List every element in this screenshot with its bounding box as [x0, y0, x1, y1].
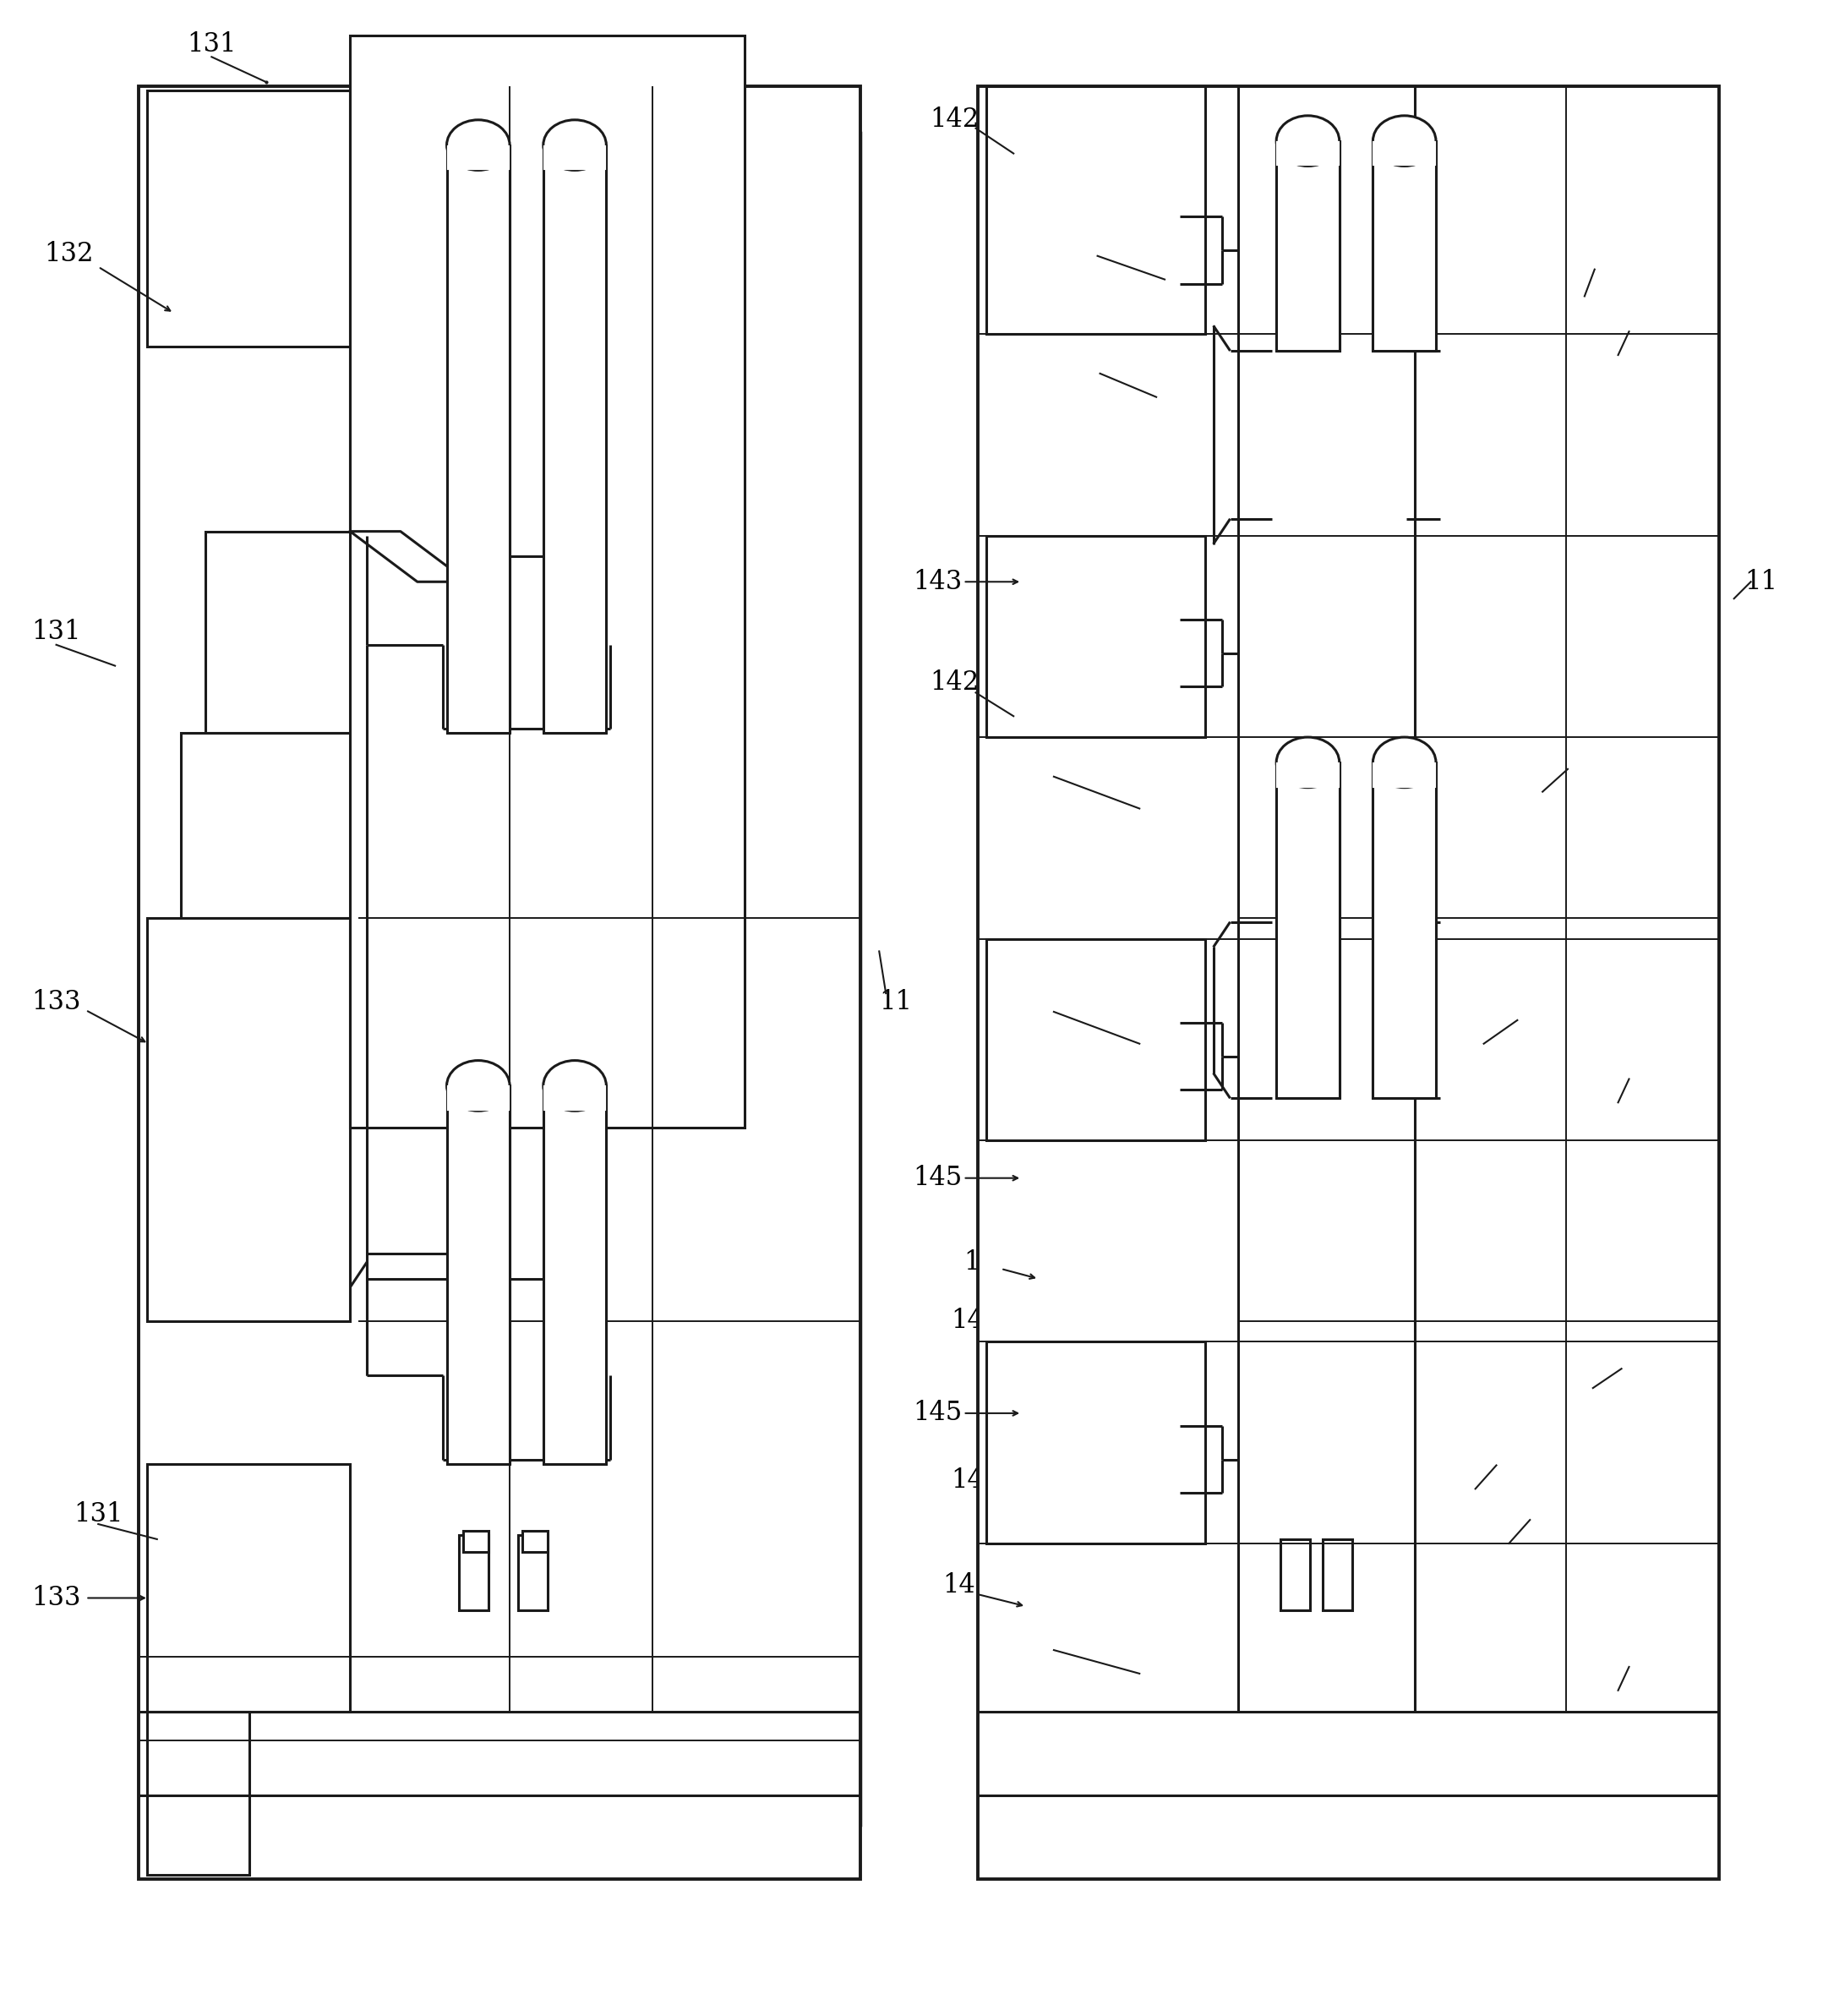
- Text: 142: 142: [930, 669, 979, 696]
- Bar: [986, 939, 1205, 1141]
- Bar: [543, 1087, 607, 1464]
- Bar: [1373, 762, 1437, 788]
- Text: 133: 133: [31, 1585, 80, 1611]
- Text: 31: 31: [1619, 1643, 1652, 1669]
- Bar: [1276, 141, 1340, 165]
- Bar: [986, 536, 1205, 738]
- Bar: [1373, 141, 1437, 351]
- Text: 41: 41: [1584, 685, 1617, 712]
- Text: 142: 142: [952, 1468, 1001, 1494]
- Text: 132: 132: [44, 242, 93, 268]
- Bar: [518, 1534, 547, 1611]
- Text: 112: 112: [501, 1413, 551, 1439]
- Text: 141: 141: [1061, 704, 1110, 730]
- Bar: [350, 36, 746, 1127]
- Bar: [148, 1712, 250, 1875]
- Text: 33: 33: [1506, 998, 1539, 1024]
- Bar: [1276, 762, 1340, 788]
- Bar: [206, 532, 485, 734]
- Text: 131: 131: [31, 619, 80, 645]
- Text: 111: 111: [1477, 1441, 1526, 1468]
- Text: 31: 31: [720, 1115, 753, 1141]
- Bar: [148, 91, 350, 347]
- Ellipse shape: [543, 1060, 607, 1111]
- Text: 145: 145: [913, 1165, 963, 1191]
- Bar: [543, 1087, 607, 1111]
- Text: 41: 41: [1584, 1290, 1617, 1316]
- Text: 81: 81: [1026, 988, 1059, 1014]
- Text: 133: 133: [31, 988, 80, 1014]
- Text: 141: 141: [1065, 351, 1114, 377]
- Bar: [447, 1087, 510, 1464]
- Ellipse shape: [543, 119, 607, 169]
- Bar: [543, 145, 607, 169]
- Bar: [986, 87, 1205, 335]
- Bar: [1373, 762, 1437, 1099]
- Bar: [979, 87, 1719, 1879]
- Text: 111: 111: [578, 611, 627, 637]
- Text: 41: 41: [1584, 998, 1617, 1024]
- Text: 142: 142: [942, 1572, 992, 1599]
- Polygon shape: [350, 532, 469, 583]
- Bar: [1276, 141, 1340, 351]
- Bar: [986, 1343, 1205, 1544]
- Text: 112: 112: [543, 1363, 592, 1389]
- Text: 81: 81: [1072, 232, 1105, 258]
- Text: 112: 112: [1509, 1496, 1559, 1522]
- Ellipse shape: [1276, 115, 1340, 165]
- Bar: [463, 1530, 489, 1552]
- Bar: [447, 145, 510, 734]
- Text: 81: 81: [1026, 754, 1059, 780]
- Text: 41: 41: [527, 1472, 560, 1498]
- Text: Fig. 3: Fig. 3: [702, 1744, 804, 1780]
- Text: 131: 131: [188, 30, 237, 56]
- Text: 506: 506: [578, 1417, 627, 1443]
- Bar: [139, 133, 860, 1824]
- Bar: [139, 87, 860, 1879]
- Text: 141: 141: [1061, 1468, 1110, 1494]
- Text: 11: 11: [879, 988, 913, 1014]
- Text: 145: 145: [913, 1401, 963, 1427]
- Bar: [447, 1087, 510, 1111]
- Text: 111: 111: [518, 1308, 569, 1335]
- Text: 31: 31: [1619, 308, 1652, 335]
- Bar: [1276, 762, 1340, 1099]
- Text: 11: 11: [1745, 569, 1777, 595]
- Text: 506: 506: [1602, 1345, 1652, 1371]
- Bar: [1373, 141, 1437, 165]
- Text: 111: 111: [1539, 746, 1588, 772]
- Text: 81: 81: [1026, 1627, 1059, 1653]
- Bar: [148, 917, 350, 1320]
- Bar: [447, 145, 510, 169]
- Text: 141: 141: [1061, 1669, 1110, 1695]
- Bar: [459, 1534, 489, 1611]
- Bar: [148, 1464, 350, 1712]
- Ellipse shape: [1373, 738, 1437, 788]
- Bar: [350, 347, 401, 532]
- Text: 141: 141: [1061, 1308, 1110, 1335]
- Text: 144: 144: [964, 1250, 1014, 1276]
- Text: 142: 142: [930, 107, 979, 133]
- Bar: [1322, 1538, 1353, 1611]
- Text: 142: 142: [952, 1308, 1001, 1335]
- Text: 41: 41: [1584, 1585, 1617, 1611]
- Text: Fig. 4: Fig. 4: [1608, 1744, 1712, 1780]
- Text: 31: 31: [1619, 1056, 1652, 1083]
- Ellipse shape: [1373, 115, 1437, 165]
- Ellipse shape: [447, 119, 510, 169]
- Text: 131: 131: [73, 1500, 122, 1526]
- Ellipse shape: [1276, 738, 1340, 788]
- Bar: [523, 1530, 547, 1552]
- Bar: [543, 145, 607, 734]
- Bar: [180, 734, 510, 917]
- Text: 111: 111: [476, 1359, 527, 1385]
- Bar: [1280, 1538, 1311, 1611]
- Text: 143: 143: [913, 569, 963, 595]
- Ellipse shape: [447, 1060, 510, 1111]
- Text: 41: 41: [1584, 246, 1617, 272]
